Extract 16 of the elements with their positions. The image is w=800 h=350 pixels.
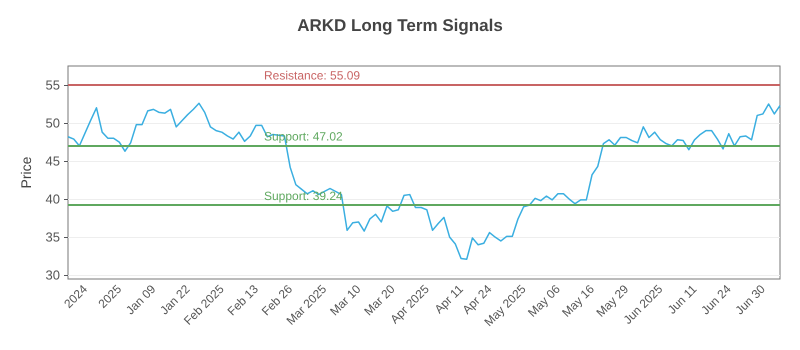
y-tick-label: 55 [46, 78, 60, 93]
x-tick-label: Jun 30 [732, 282, 768, 318]
chart-title: ARKD Long Term Signals [297, 16, 503, 35]
ref-line-label: Resistance: 55.09 [264, 68, 360, 82]
y-tick-label: 35 [46, 230, 60, 245]
x-tick-label: Feb 13 [224, 282, 262, 318]
y-tick-label: 40 [46, 192, 60, 207]
line-series [67, 102, 781, 260]
y-tick-label: 45 [46, 154, 60, 169]
x-tick-label: Jun 11 [664, 282, 700, 317]
y-axis-title: Price [18, 156, 34, 188]
x-tick-label: Mar 10 [327, 282, 364, 318]
y-tick-label: 50 [46, 116, 60, 131]
x-tick-label: Jan 09 [123, 282, 159, 318]
y-tick-label: 30 [46, 268, 60, 283]
x-tick-label: Jun 24 [698, 282, 734, 318]
